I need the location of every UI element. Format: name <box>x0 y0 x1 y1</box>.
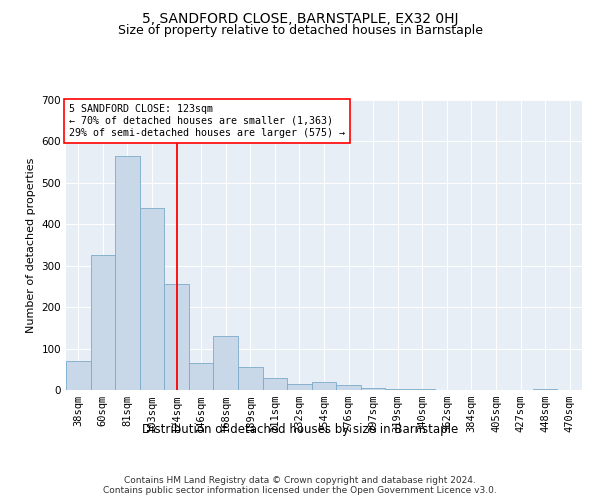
Bar <box>312 382 336 390</box>
Text: 5, SANDFORD CLOSE, BARNSTAPLE, EX32 0HJ: 5, SANDFORD CLOSE, BARNSTAPLE, EX32 0HJ <box>142 12 458 26</box>
Bar <box>140 208 164 390</box>
Bar <box>263 378 287 390</box>
Text: Contains HM Land Registry data © Crown copyright and database right 2024.
Contai: Contains HM Land Registry data © Crown c… <box>103 476 497 495</box>
Text: Size of property relative to detached houses in Barnstaple: Size of property relative to detached ho… <box>118 24 482 37</box>
Y-axis label: Number of detached properties: Number of detached properties <box>26 158 36 332</box>
Bar <box>164 284 189 390</box>
Bar <box>214 336 238 390</box>
Bar <box>91 256 115 390</box>
Bar <box>336 385 361 390</box>
Bar <box>115 156 140 390</box>
Bar <box>189 363 214 390</box>
Text: Distribution of detached houses by size in Barnstaple: Distribution of detached houses by size … <box>142 422 458 436</box>
Bar <box>385 389 410 390</box>
Bar <box>533 389 557 390</box>
Text: 5 SANDFORD CLOSE: 123sqm
← 70% of detached houses are smaller (1,363)
29% of sem: 5 SANDFORD CLOSE: 123sqm ← 70% of detach… <box>68 104 344 138</box>
Bar <box>66 361 91 390</box>
Bar <box>287 384 312 390</box>
Bar <box>410 389 434 390</box>
Bar <box>361 388 385 390</box>
Bar <box>238 367 263 390</box>
